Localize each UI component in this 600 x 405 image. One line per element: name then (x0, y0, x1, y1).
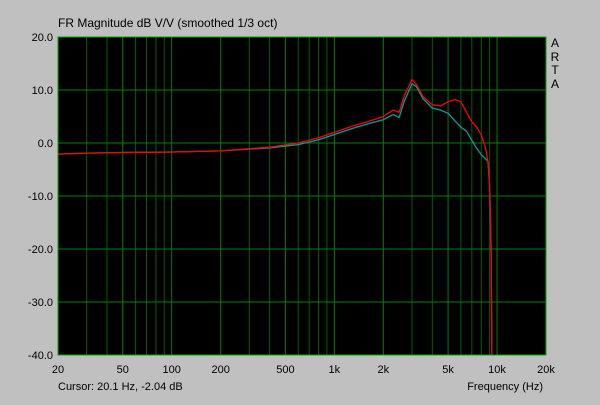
y-tick-label: -40.0 (28, 350, 53, 362)
x-tick-label: 5k (442, 364, 454, 376)
arta-brand-logo: A R T A (548, 36, 562, 91)
x-tick-label: 10k (488, 364, 506, 376)
x-tick-label: 20k (537, 364, 555, 376)
x-tick-label: 200 (211, 364, 229, 376)
x-tick-labels: 20 50 100 200 500 1k 2k 5k 10k 20k (52, 364, 555, 376)
series-line-1[interactable] (57, 78, 493, 356)
series-layer (57, 78, 493, 356)
series-line-2[interactable] (57, 82, 493, 356)
brand-letter: A (550, 76, 559, 91)
plot-frame (57, 36, 547, 356)
y-tick-label: 20.0 (32, 32, 53, 44)
y-tick-label: -10.0 (28, 191, 53, 203)
y-tick-labels: 20.0 10.0 0.0 -10.0 -20.0 -30.0 -40.0 (28, 32, 53, 362)
brand-letter: A (550, 36, 559, 50)
cursor-readout: Cursor: 20.1 Hz, -2.04 dB (58, 381, 183, 393)
x-tick-label: 100 (163, 364, 181, 376)
x-tick-label: 50 (117, 364, 129, 376)
brand-letter: T (551, 63, 559, 77)
x-tick-label: 2k (378, 364, 390, 376)
x-axis-label: Frequency (Hz) (467, 381, 543, 393)
y-tick-label: -30.0 (28, 297, 53, 309)
y-tick-label: 10.0 (32, 85, 53, 97)
brand-letter: R (550, 49, 560, 64)
chart-title: FR Magnitude dB V/V (smoothed 1/3 oct) (58, 16, 278, 30)
y-tick-label: 0.0 (38, 138, 53, 150)
x-tick-label: 500 (276, 364, 294, 376)
x-tick-label: 1k (329, 364, 341, 376)
x-tick-label: 20 (52, 364, 64, 376)
y-tick-label: -20.0 (28, 244, 53, 256)
